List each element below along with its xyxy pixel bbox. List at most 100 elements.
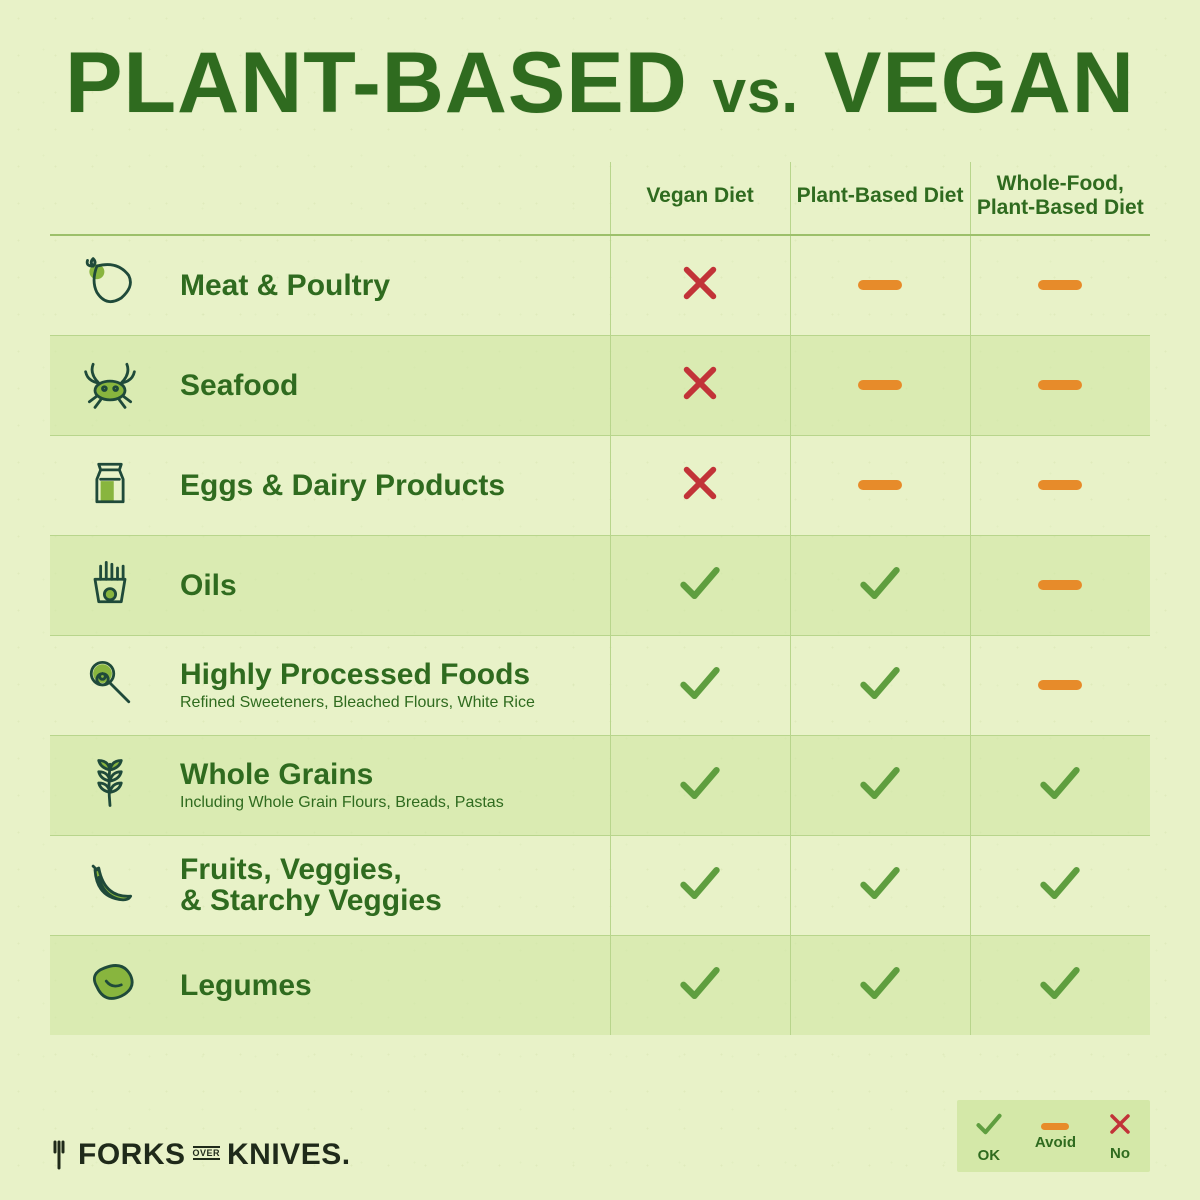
mark-cell bbox=[610, 235, 790, 335]
row-sublabel: Including Whole Grain Flours, Breads, Pa… bbox=[180, 795, 600, 812]
row-icon-cell bbox=[50, 335, 170, 435]
dash-icon bbox=[1038, 480, 1082, 490]
mark-cell bbox=[970, 335, 1150, 435]
table-row: Seafood bbox=[50, 335, 1150, 435]
mark-cell bbox=[610, 935, 790, 1035]
lollipop-icon bbox=[80, 700, 140, 717]
mark-cell bbox=[790, 735, 970, 835]
mark-cell bbox=[610, 835, 790, 935]
mark-cell bbox=[970, 835, 1150, 935]
mark-cell bbox=[970, 235, 1150, 335]
legend-no: No bbox=[1108, 1112, 1132, 1162]
check-icon bbox=[678, 861, 722, 910]
row-label: Meat & Poultry bbox=[170, 235, 610, 335]
check-icon bbox=[678, 561, 722, 610]
mark-cell bbox=[970, 735, 1150, 835]
row-label: Fruits, Veggies,& Starchy Veggies bbox=[170, 835, 610, 935]
check-icon bbox=[678, 661, 722, 710]
mark-cell bbox=[610, 735, 790, 835]
row-icon-cell bbox=[50, 635, 170, 735]
check-icon bbox=[1038, 761, 1082, 810]
check-icon bbox=[678, 761, 722, 810]
table-row: Highly Processed FoodsRefined Sweeteners… bbox=[50, 635, 1150, 735]
row-icon-cell bbox=[50, 835, 170, 935]
row-label: Legumes bbox=[170, 935, 610, 1035]
mark-cell bbox=[790, 535, 970, 635]
mark-cell bbox=[970, 635, 1150, 735]
check-icon bbox=[678, 961, 722, 1010]
table-row: Oils bbox=[50, 535, 1150, 635]
brand-mid: OVER bbox=[193, 1146, 221, 1160]
col-header-vegan: Vegan Diet bbox=[610, 162, 790, 235]
mark-cell bbox=[970, 435, 1150, 535]
x-icon bbox=[680, 263, 720, 308]
meat-icon bbox=[80, 300, 140, 317]
fork-icon bbox=[50, 1140, 72, 1170]
dash-icon bbox=[1038, 380, 1082, 390]
row-label: Highly Processed FoodsRefined Sweeteners… bbox=[170, 635, 610, 735]
dash-icon bbox=[858, 480, 902, 490]
table-row: Meat & Poultry bbox=[50, 235, 1150, 335]
mark-cell bbox=[610, 535, 790, 635]
check-icon bbox=[1038, 961, 1082, 1010]
page-title: Plant-Based vs. Vegan bbox=[50, 40, 1150, 126]
row-icon-cell bbox=[50, 535, 170, 635]
check-icon bbox=[858, 961, 902, 1010]
row-label: Oils bbox=[170, 535, 610, 635]
row-sublabel: Refined Sweeteners, Bleached Flours, Whi… bbox=[180, 695, 600, 712]
mark-cell bbox=[790, 335, 970, 435]
check-icon bbox=[858, 661, 902, 710]
bean-icon bbox=[80, 1000, 140, 1017]
row-label: Eggs & Dairy Products bbox=[170, 435, 610, 535]
dash-icon bbox=[1038, 580, 1082, 590]
row-icon-cell bbox=[50, 735, 170, 835]
crab-icon bbox=[80, 400, 140, 417]
legend-avoid-label: Avoid bbox=[1035, 1134, 1076, 1151]
comparison-table: Vegan Diet Plant-Based Diet Whole-Food,P… bbox=[50, 162, 1150, 1035]
mark-cell bbox=[790, 435, 970, 535]
mark-cell bbox=[610, 435, 790, 535]
legend: OK Avoid No bbox=[957, 1100, 1150, 1172]
check-icon bbox=[975, 1110, 1003, 1143]
col-header-plant-based: Plant-Based Diet bbox=[790, 162, 970, 235]
x-icon bbox=[680, 363, 720, 408]
mark-cell bbox=[790, 235, 970, 335]
check-icon bbox=[858, 761, 902, 810]
check-icon bbox=[1038, 861, 1082, 910]
mark-cell bbox=[790, 935, 970, 1035]
legend-avoid: Avoid bbox=[1035, 1123, 1076, 1151]
title-left: Plant-Based bbox=[65, 35, 688, 131]
wheat-icon bbox=[80, 800, 140, 817]
x-icon bbox=[1108, 1112, 1132, 1141]
table-row: Whole GrainsIncluding Whole Grain Flours… bbox=[50, 735, 1150, 835]
row-icon-cell bbox=[50, 435, 170, 535]
brand-right: KNIVES. bbox=[227, 1138, 351, 1172]
legend-ok: OK bbox=[975, 1110, 1003, 1164]
dash-icon bbox=[1038, 280, 1082, 290]
dash-icon bbox=[1038, 680, 1082, 690]
legend-no-label: No bbox=[1110, 1145, 1130, 1162]
banana-icon bbox=[80, 900, 140, 917]
row-icon-cell bbox=[50, 935, 170, 1035]
row-label: Seafood bbox=[170, 335, 610, 435]
table-row: Legumes bbox=[50, 935, 1150, 1035]
legend-ok-label: OK bbox=[978, 1147, 1001, 1164]
dash-icon bbox=[858, 380, 902, 390]
mark-cell bbox=[970, 935, 1150, 1035]
table-row: Fruits, Veggies,& Starchy Veggies bbox=[50, 835, 1150, 935]
mark-cell bbox=[610, 635, 790, 735]
table-row: Eggs & Dairy Products bbox=[50, 435, 1150, 535]
mark-cell bbox=[790, 635, 970, 735]
brand-left: FORKS bbox=[78, 1138, 186, 1172]
dash-icon bbox=[858, 280, 902, 290]
check-icon bbox=[858, 861, 902, 910]
mark-cell bbox=[610, 335, 790, 435]
check-icon bbox=[858, 561, 902, 610]
milk-icon bbox=[80, 500, 140, 517]
title-right: Vegan bbox=[824, 35, 1135, 131]
brand-logo: FORKS OVER KNIVES. bbox=[50, 1138, 351, 1172]
row-label: Whole GrainsIncluding Whole Grain Flours… bbox=[170, 735, 610, 835]
x-icon bbox=[680, 463, 720, 508]
fries-icon bbox=[80, 600, 140, 617]
dash-icon bbox=[1041, 1123, 1069, 1130]
